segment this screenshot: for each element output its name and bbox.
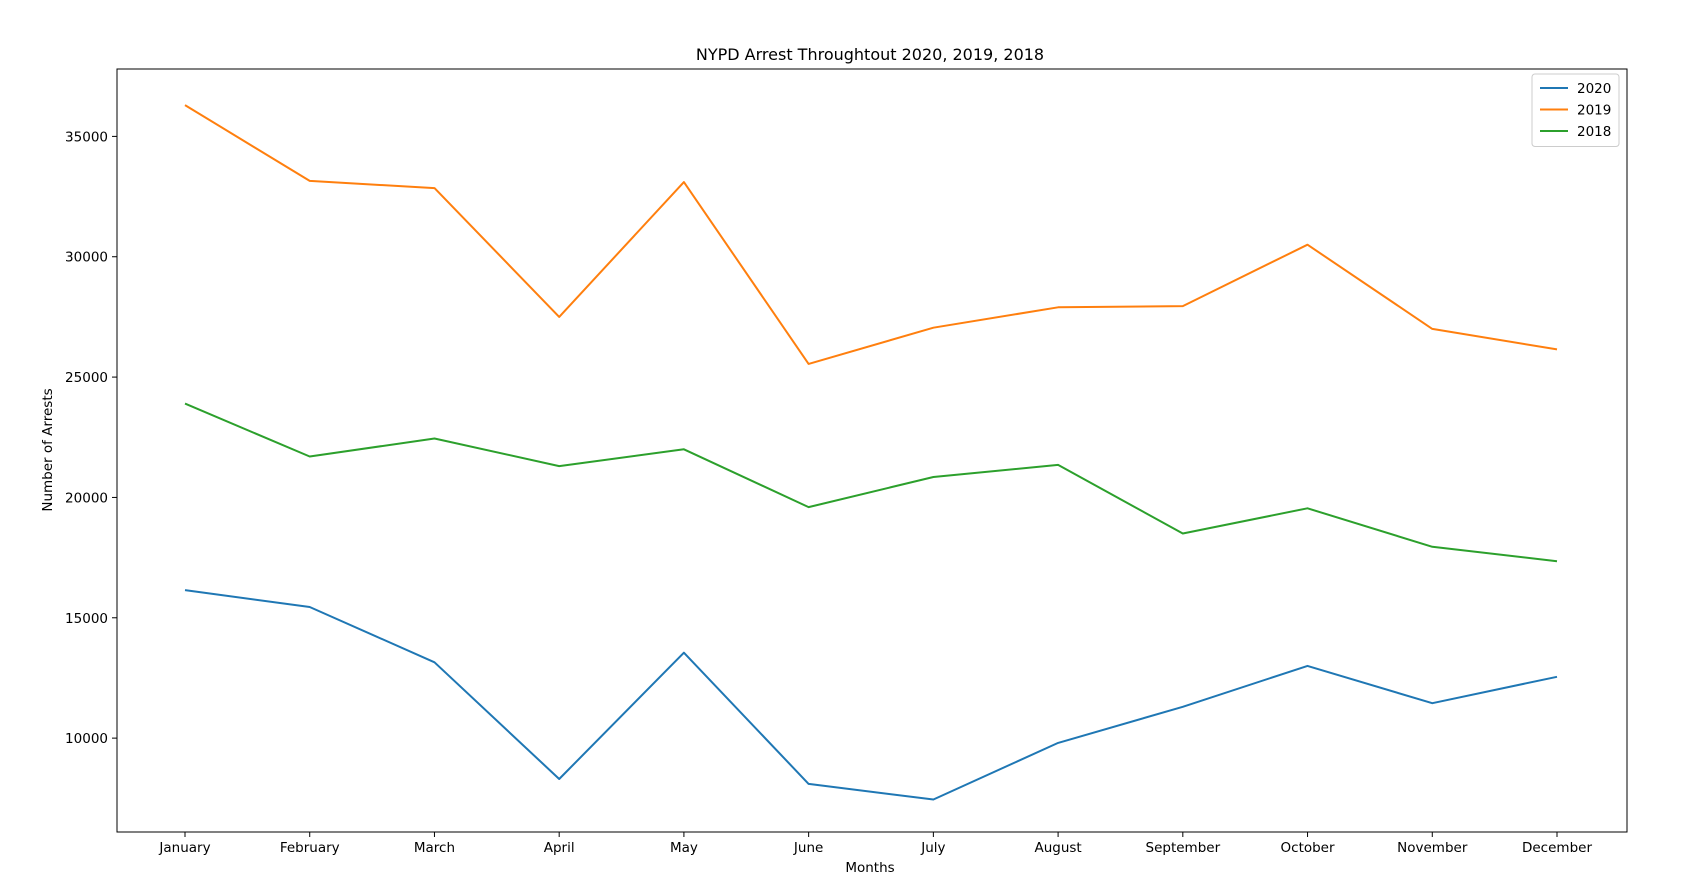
x-axis-label: Months — [845, 860, 894, 876]
legend: 2020 2019 2018 — [1531, 73, 1620, 147]
x-tick-label: September — [1146, 840, 1221, 856]
x-tick-label: May — [670, 840, 698, 856]
x-tick-label: March — [414, 840, 455, 856]
x-tick-label: December — [1522, 840, 1592, 856]
x-tick-label: April — [544, 840, 575, 856]
y-tick-label: 25000 — [65, 370, 108, 386]
series-line-2020 — [184, 589, 1558, 801]
x-axis: January February March April May June July Augu… — [158, 832, 1592, 856]
x-tick-label: October — [1281, 840, 1335, 856]
x-tick-label: June — [793, 840, 823, 856]
x-tick-label: February — [280, 840, 340, 856]
x-tick-label: January — [158, 840, 210, 856]
series-lines — [184, 104, 1558, 801]
y-tick-label: 15000 — [65, 611, 108, 627]
chart-title: NYPD Arrest Throughtout 2020, 2019, 2018 — [696, 45, 1044, 64]
series-line-2019 — [184, 104, 1558, 365]
legend-label-2019: 2019 — [1577, 103, 1611, 119]
x-tick-label: August — [1034, 840, 1081, 856]
legend-label-2020: 2020 — [1577, 81, 1611, 97]
y-axis: 10000 15000 20000 25000 30000 35000 — [65, 129, 117, 747]
series-line-2018 — [184, 402, 1558, 563]
y-tick-label: 10000 — [65, 731, 108, 747]
y-tick-label: 30000 — [65, 250, 108, 266]
legend-label-2018: 2018 — [1577, 124, 1611, 140]
y-tick-label: 20000 — [65, 490, 108, 506]
x-tick-label: November — [1397, 840, 1468, 856]
x-tick-label: July — [920, 840, 945, 856]
y-tick-label: 35000 — [65, 129, 108, 145]
y-axis-label: Number of Arrests — [40, 388, 56, 511]
legend-box — [1531, 73, 1620, 147]
plot-area-frame — [116, 68, 1628, 833]
